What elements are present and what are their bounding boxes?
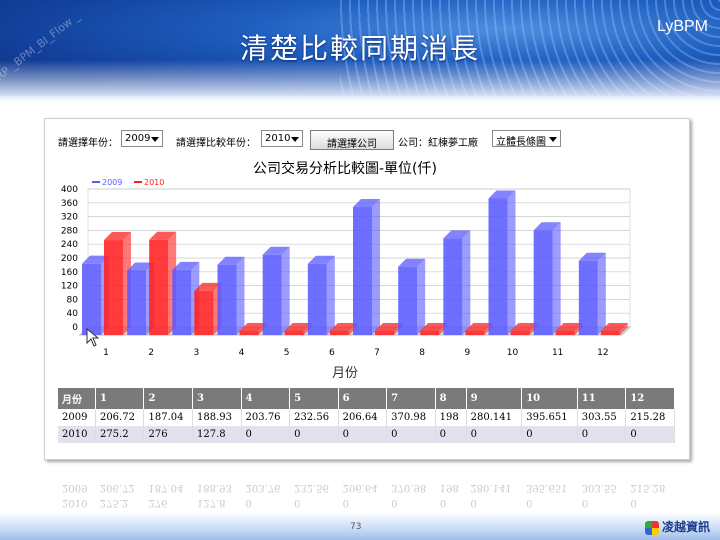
reflection-cell: 0 xyxy=(470,497,477,508)
table-cell: 2009 xyxy=(58,409,96,426)
reflection-cell: 2009 xyxy=(62,482,88,493)
table-body: 2009 206.72 187.04 188.93 203.76 232.56 206.64… xyxy=(58,409,675,443)
table-cell: 395.651 xyxy=(521,409,578,426)
table-row: 2010 275.2 276 127.8 0 0 0 0 0 0 0 0 0 xyxy=(58,426,675,443)
table-header-cell: 2 xyxy=(143,388,194,409)
reflection-cell: 2010 xyxy=(62,497,88,508)
table-header-cell: 3 xyxy=(192,388,242,409)
header-divider xyxy=(0,96,720,102)
table-cell: 0 xyxy=(241,426,291,443)
table-cell: 0 xyxy=(625,426,675,443)
year-select[interactable]: 2009 xyxy=(121,130,163,147)
table-header-cell: 12 xyxy=(625,388,675,409)
company-logo: 凌越資訊 xyxy=(644,518,710,535)
reflection-cell: 303.55 xyxy=(581,482,617,493)
reflection-cell: 280.141 xyxy=(470,482,512,493)
table-cell: 215.28 xyxy=(625,409,675,426)
reflection-cell: 0 xyxy=(439,497,447,508)
logo-icon xyxy=(644,520,659,535)
table-header-cell: 9 xyxy=(466,388,523,409)
reflection-cell: 0 xyxy=(630,497,637,508)
table-reflection: 2010 275.2 276 127.8 0 0 0 0 0 0 0 0 0 2009 206.72 187.… xyxy=(58,480,675,510)
reflection-cell: 0 xyxy=(581,497,589,508)
table-header-row: 月份 1 2 3 4 5 6 7 8 9 10 11 12 xyxy=(58,388,675,409)
table-header-cell: 8 xyxy=(435,388,467,409)
reflection-cell: 0 xyxy=(391,497,398,508)
slide-title: 清楚比較同期消長 xyxy=(239,32,480,65)
table-cell: 280.141 xyxy=(466,409,523,426)
reflection-cell: 276 xyxy=(148,497,168,508)
table-cell: 303.55 xyxy=(577,409,627,426)
table-cell: 0 xyxy=(521,426,578,443)
reflection-cell: 275.2 xyxy=(99,497,129,508)
table-cell: 276 xyxy=(143,426,194,443)
reflection-cell: 395.651 xyxy=(526,482,568,493)
table-cell: 198 xyxy=(435,409,467,426)
table-header-cell: 5 xyxy=(289,388,339,409)
year-label: 請選擇年份： xyxy=(58,138,118,149)
table-cell: 0 xyxy=(386,426,436,443)
table-header-cell: 10 xyxy=(521,388,578,409)
reflection-cell: 0 xyxy=(245,497,252,508)
table-cell: 0 xyxy=(466,426,523,443)
chevron-down-icon xyxy=(151,137,159,142)
reflection-cell: 127.8 xyxy=(196,497,226,508)
brand-logo: LyBPM xyxy=(657,18,708,35)
compare-year-select[interactable]: 2010 xyxy=(261,130,303,147)
table-header-cell: 11 xyxy=(577,388,627,409)
chart-title: 公司交易分析比較圖-單位(仟) xyxy=(253,161,437,177)
table-cell: 2010 xyxy=(58,426,96,443)
reflection-cell: 0 xyxy=(294,497,301,508)
compare-year-select-value: 2010 xyxy=(265,133,291,144)
table-cell: 232.56 xyxy=(289,409,339,426)
reflection-cell: 232.56 xyxy=(294,482,330,493)
table-row: 2009 206.72 187.04 188.93 203.76 232.56 206.64… xyxy=(58,409,675,426)
table-cell: 203.76 xyxy=(241,409,291,426)
reflection-cell: 187.04 xyxy=(148,482,184,493)
chart-type-select-value: 立體長條圖 xyxy=(496,137,546,148)
table-cell: 206.72 xyxy=(95,409,145,426)
reflection-cell: 188.93 xyxy=(196,482,232,493)
table-cell: 0 xyxy=(289,426,339,443)
reflection-cell: 206.64 xyxy=(342,482,378,493)
table-cell: 0 xyxy=(338,426,388,443)
table-cell: 0 xyxy=(435,426,467,443)
reflection-cell: 215.28 xyxy=(630,482,666,493)
table-header-cell: 4 xyxy=(241,388,291,409)
chart-type-select[interactable]: 立體長條圖 xyxy=(492,130,561,148)
reflection-cell: 0 xyxy=(342,497,349,508)
chevron-down-icon xyxy=(291,137,299,142)
reflection-cell: 203.76 xyxy=(245,482,281,493)
table-cell: 370.98 xyxy=(386,409,436,426)
table-header-cell: 1 xyxy=(95,388,145,409)
table-header-cell: 7 xyxy=(386,388,436,409)
footer-bar xyxy=(0,512,720,540)
reflection-cell: 0 xyxy=(526,497,533,508)
reflection-cell: 198 xyxy=(439,482,459,493)
header-fade xyxy=(0,60,720,96)
table-header-cell: 6 xyxy=(338,388,388,409)
table-cell: 206.64 xyxy=(338,409,388,426)
select-company-button[interactable]: 請選擇公司 xyxy=(310,130,394,150)
compare-year-label: 請選擇比較年份： xyxy=(176,138,256,149)
table-header-cell: 月份 xyxy=(58,388,96,409)
slide-header xyxy=(0,0,720,96)
company-label: 公司：紅棟夢工廠 xyxy=(398,138,478,149)
x-axis-title: 月份 xyxy=(331,366,358,381)
year-select-value: 2009 xyxy=(125,133,151,144)
table-cell: 188.93 xyxy=(192,409,242,426)
page-number: 73 xyxy=(350,522,362,532)
reflection-row: 2009 206.72 187.04 188.93 203.76 232.56 206.64… xyxy=(58,480,675,495)
table-cell: 275.2 xyxy=(95,426,145,443)
reflection-cell: 206.72 xyxy=(99,482,135,493)
logo-text: 凌越資訊 xyxy=(661,520,710,534)
table-cell: 0 xyxy=(577,426,627,443)
chevron-down-icon xyxy=(549,137,557,142)
table-cell: 187.04 xyxy=(143,409,194,426)
reflection-cell: 370.98 xyxy=(391,482,427,493)
reflection-row: 2010 275.2 276 127.8 0 0 0 0 0 0 0 0 0 xyxy=(58,495,675,510)
table-cell: 127.8 xyxy=(192,426,242,443)
mouse-cursor-icon xyxy=(86,328,100,347)
data-table: 月份 1 2 3 4 5 6 7 8 9 10 11 12 2009 206.72 187.04 188.93… xyxy=(58,388,675,443)
